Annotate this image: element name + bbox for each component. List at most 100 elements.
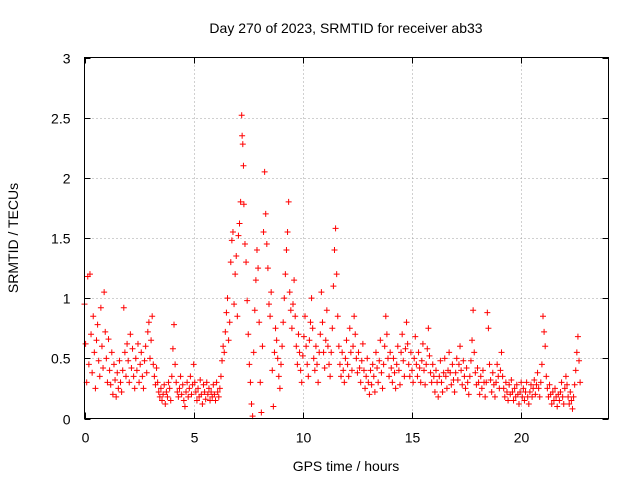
data-point-marker: [105, 336, 112, 343]
data-point-marker: [288, 325, 295, 332]
data-point-marker: [178, 391, 185, 398]
data-point-marker: [487, 376, 494, 383]
x-tick-label: 20: [514, 430, 530, 446]
y-axis-label: SRMTID / TECUs: [5, 183, 21, 293]
data-point-marker: [290, 301, 297, 308]
y-tick-label: 1: [63, 291, 71, 307]
data-point-marker: [212, 397, 219, 404]
data-point-marker: [568, 397, 575, 404]
chart-title: Day 270 of 2023, SRMTID for receiver ab3…: [209, 20, 482, 36]
data-point-marker: [210, 381, 217, 388]
data-point-marker: [375, 379, 382, 386]
data-point-marker: [452, 369, 459, 376]
data-point-marker: [475, 379, 482, 386]
data-point-marker: [314, 361, 321, 368]
data-point-marker: [377, 337, 384, 344]
data-point-marker: [330, 283, 337, 290]
data-point-marker: [546, 381, 553, 388]
y-tick-label: 2: [63, 171, 71, 187]
data-point-marker: [412, 333, 419, 340]
data-point-marker: [137, 361, 144, 368]
data-point-marker: [217, 373, 224, 380]
data-point-marker: [156, 393, 163, 400]
data-point-marker: [243, 259, 250, 266]
data-point-marker: [360, 367, 367, 374]
data-point-marker: [200, 381, 207, 388]
data-point-marker: [113, 393, 120, 400]
data-point-marker: [153, 364, 160, 371]
data-point-marker: [136, 379, 143, 386]
data-point-marker: [544, 385, 551, 392]
data-point-marker: [181, 403, 188, 410]
data-point-marker: [482, 393, 489, 400]
data-point-marker: [571, 381, 578, 388]
data-point-marker: [449, 361, 456, 368]
data-point-marker: [565, 393, 572, 400]
data-point-marker: [286, 289, 293, 296]
data-point-marker: [428, 379, 435, 386]
data-point-marker: [329, 325, 336, 332]
data-point-marker: [435, 393, 442, 400]
data-point-marker: [511, 385, 518, 392]
data-point-marker: [541, 328, 548, 335]
data-point-marker: [364, 355, 371, 362]
data-point-marker: [236, 220, 243, 227]
data-point-marker: [248, 401, 255, 408]
data-point-marker: [414, 373, 421, 380]
y-tick-label: 2.5: [51, 111, 71, 127]
data-point-marker: [437, 357, 444, 364]
data-point-marker: [391, 369, 398, 376]
data-point-marker: [477, 373, 484, 380]
data-point-marker: [312, 343, 319, 350]
data-point-marker: [515, 401, 522, 408]
data-point-marker: [566, 401, 573, 408]
data-point-marker: [117, 379, 124, 386]
data-point-marker: [85, 361, 92, 368]
data-point-marker: [403, 319, 410, 326]
data-point-marker: [370, 373, 377, 380]
data-point-marker: [519, 393, 526, 400]
data-point-marker: [112, 376, 119, 383]
data-point-marker: [296, 349, 303, 356]
data-point-marker: [128, 364, 135, 371]
data-point-marker: [467, 357, 474, 364]
data-point-marker: [245, 331, 252, 338]
data-point-marker: [344, 361, 351, 368]
data-point-marker: [82, 340, 89, 347]
data-point-marker: [425, 325, 432, 332]
data-point-marker: [225, 337, 232, 344]
data-point-marker: [253, 247, 260, 254]
data-point-marker: [140, 385, 147, 392]
data-point-marker: [363, 373, 370, 380]
data-point-marker: [497, 367, 504, 374]
data-point-marker: [466, 373, 473, 380]
data-point-marker: [531, 376, 538, 383]
data-point-marker: [101, 289, 108, 296]
data-point-marker: [396, 381, 403, 388]
data-point-marker: [458, 367, 465, 374]
data-point-marker: [281, 295, 288, 302]
data-point-marker: [172, 361, 179, 368]
data-point-marker: [338, 373, 345, 380]
data-point-marker: [190, 361, 197, 368]
data-point-marker: [86, 271, 93, 278]
data-point-marker: [404, 340, 411, 347]
data-point-marker: [185, 393, 192, 400]
data-point-marker: [280, 319, 287, 326]
data-point-marker: [90, 313, 97, 320]
data-point-marker: [451, 389, 458, 396]
data-point-marker: [139, 373, 146, 380]
data-point-marker: [203, 379, 210, 386]
data-point-marker: [299, 352, 306, 359]
data-point-marker: [322, 337, 329, 344]
data-point-marker: [387, 349, 394, 356]
data-point-marker: [168, 373, 175, 380]
data-point-marker: [150, 361, 157, 368]
data-point-marker: [318, 289, 325, 296]
data-point-marker: [405, 361, 412, 368]
data-point-marker: [197, 376, 204, 383]
data-point-marker: [122, 373, 129, 380]
data-point-marker: [179, 381, 186, 388]
data-point-marker: [407, 349, 414, 356]
data-point-marker: [160, 391, 167, 398]
